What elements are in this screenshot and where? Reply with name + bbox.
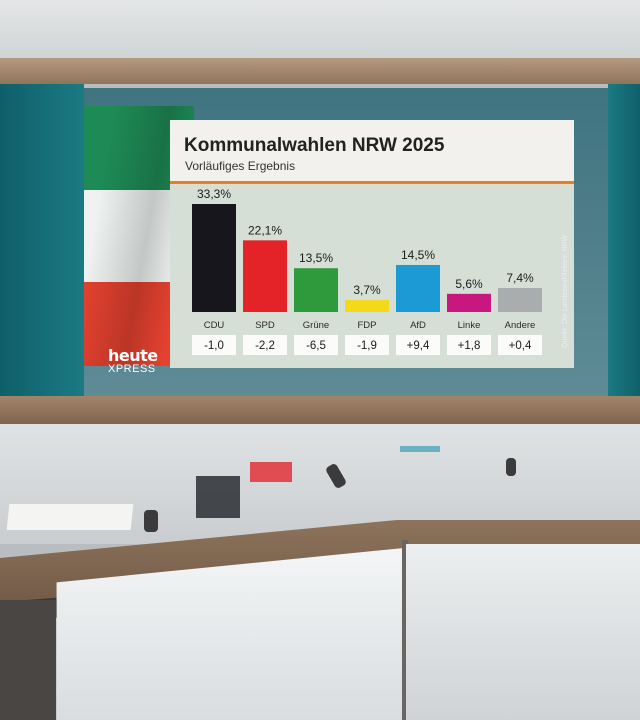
- source-note: Quelle: Die Landeswahlleiterin NRW: [562, 235, 578, 348]
- chart-subtitle: Vorläufiges Ergebnis: [185, 159, 296, 173]
- microphone: [506, 458, 516, 476]
- bar-value-label: 13,5%: [299, 251, 333, 265]
- reflected-teal-bar: [400, 446, 440, 452]
- change-box: [192, 335, 236, 355]
- category-label: Grüne: [303, 320, 329, 331]
- bar-linke: [447, 293, 491, 312]
- bar-chart: 33,3% CDU -1,0 22,1% SPD -2,2 13,5% Grüne -6,5 3,…: [192, 187, 542, 355]
- change-value: +1,8: [458, 340, 481, 352]
- desk-divider: [402, 540, 408, 720]
- chart-title: Kommunalwahlen NRW 2025: [184, 135, 445, 156]
- change-box: [498, 335, 542, 355]
- bar-value-label: 33,3%: [197, 187, 231, 201]
- wall-trim: [0, 58, 640, 84]
- change-value: -2,2: [255, 340, 275, 352]
- bar-cdu: [192, 204, 236, 312]
- change-value: -6,5: [306, 340, 326, 352]
- teal-wall-left: [0, 84, 84, 402]
- change-box: [294, 335, 338, 355]
- logo-heute-text: heute: [108, 346, 158, 365]
- bar-afd: [396, 264, 440, 312]
- bar-value-label: 22,1%: [248, 223, 282, 237]
- desk-front-panel-right: [406, 544, 640, 720]
- reflected-black-bar: [196, 476, 240, 518]
- bar-andere: [498, 288, 542, 312]
- paper-sheet: [6, 504, 134, 530]
- orange-divider: [170, 181, 574, 184]
- change-box: [345, 335, 389, 355]
- desk-front-panel-left: [56, 548, 404, 720]
- category-label: CDU: [204, 320, 225, 331]
- teal-wall-right: [608, 84, 640, 402]
- change-box: [243, 335, 287, 355]
- category-label: Linke: [458, 320, 481, 331]
- bar-value-label: 7,4%: [506, 271, 534, 285]
- change-box: [396, 335, 440, 355]
- category-label: SPD: [255, 320, 275, 331]
- bar-spd: [243, 240, 287, 312]
- change-value: +0,4: [509, 340, 532, 352]
- microphone: [144, 510, 158, 532]
- category-label: FDP: [358, 320, 377, 331]
- change-box: [447, 335, 491, 355]
- bar-fdp: [345, 300, 389, 312]
- change-value: -1,0: [204, 340, 224, 352]
- video-wall: heute XPRESS Kommunalwahlen NRW 2025 Vor…: [84, 88, 608, 396]
- change-value: -1,9: [357, 340, 377, 352]
- studio-ceiling: [0, 0, 640, 62]
- results-card: Kommunalwahlen NRW 2025 Vorläufiges Erge…: [170, 120, 574, 368]
- bar-value-label: 14,5%: [401, 248, 435, 262]
- bar-value-label: 3,7%: [353, 283, 381, 297]
- category-label: Andere: [505, 320, 536, 331]
- wall-ledge: [0, 396, 640, 424]
- bar-value-label: 5,6%: [455, 277, 483, 291]
- category-label: AfD: [410, 320, 426, 331]
- desk-frame: [0, 600, 56, 720]
- change-value: +9,4: [407, 340, 430, 352]
- logo-xpress-text: XPRESS: [108, 363, 156, 375]
- bar-grüne: [294, 268, 338, 312]
- heute-xpress-logo: heute XPRESS: [108, 346, 158, 375]
- reflected-red-bar: [250, 462, 292, 482]
